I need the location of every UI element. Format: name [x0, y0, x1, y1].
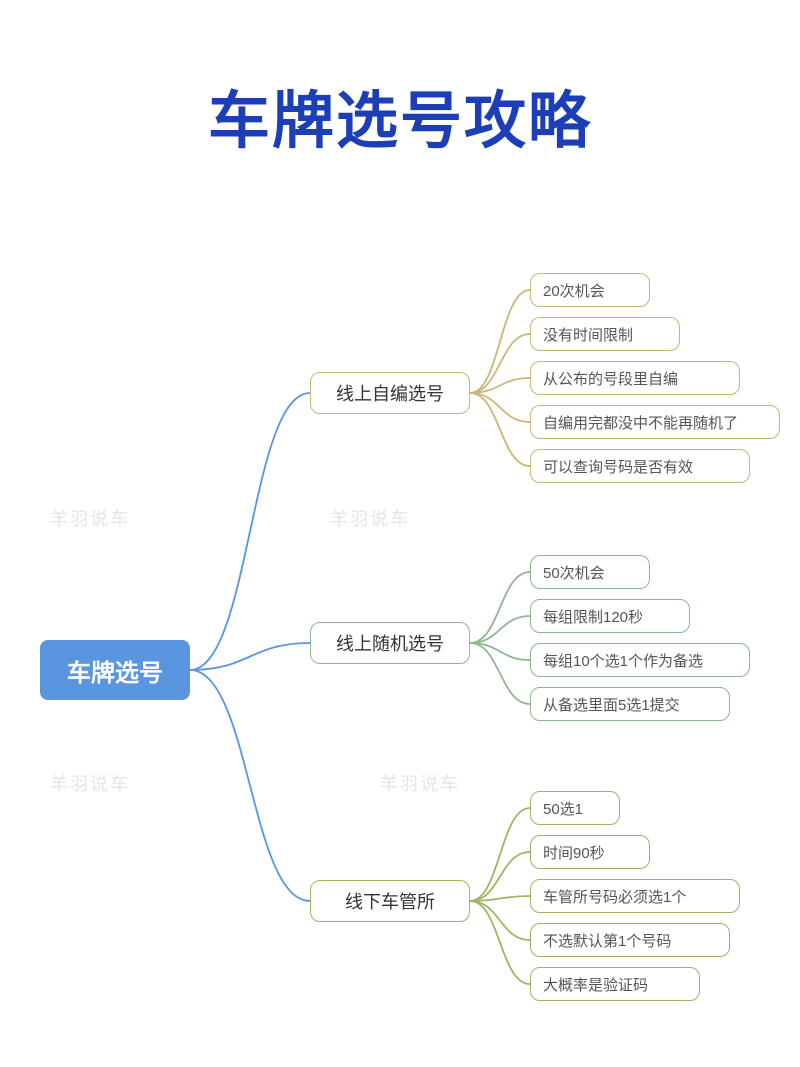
- leaf-node: 每组限制120秒: [530, 599, 690, 633]
- leaf-node: 可以查询号码是否有效: [530, 449, 750, 483]
- leaf-node: 没有时间限制: [530, 317, 680, 351]
- leaf-node: 每组10个选1个作为备选: [530, 643, 750, 677]
- leaf-node: 50选1: [530, 791, 620, 825]
- leaf-node: 从公布的号段里自编: [530, 361, 740, 395]
- leaf-node: 不选默认第1个号码: [530, 923, 730, 957]
- leaf-node: 大概率是验证码: [530, 967, 700, 1001]
- leaf-node: 车管所号码必须选1个: [530, 879, 740, 913]
- watermark: 羊羽说车: [50, 770, 130, 796]
- branch-node: 线上自编选号: [310, 372, 470, 414]
- watermark: 羊羽说车: [330, 505, 410, 531]
- watermark: 羊羽说车: [380, 770, 460, 796]
- branch-node: 线上随机选号: [310, 622, 470, 664]
- watermark: 羊羽说车: [50, 505, 130, 531]
- leaf-node: 时间90秒: [530, 835, 650, 869]
- leaf-node: 自编用完都没中不能再随机了: [530, 405, 780, 439]
- leaf-node: 50次机会: [530, 555, 650, 589]
- leaf-node: 20次机会: [530, 273, 650, 307]
- root-node: 车牌选号: [40, 640, 190, 700]
- page-title: 车牌选号攻略: [0, 70, 800, 160]
- leaf-node: 从备选里面5选1提交: [530, 687, 730, 721]
- branch-node: 线下车管所: [310, 880, 470, 922]
